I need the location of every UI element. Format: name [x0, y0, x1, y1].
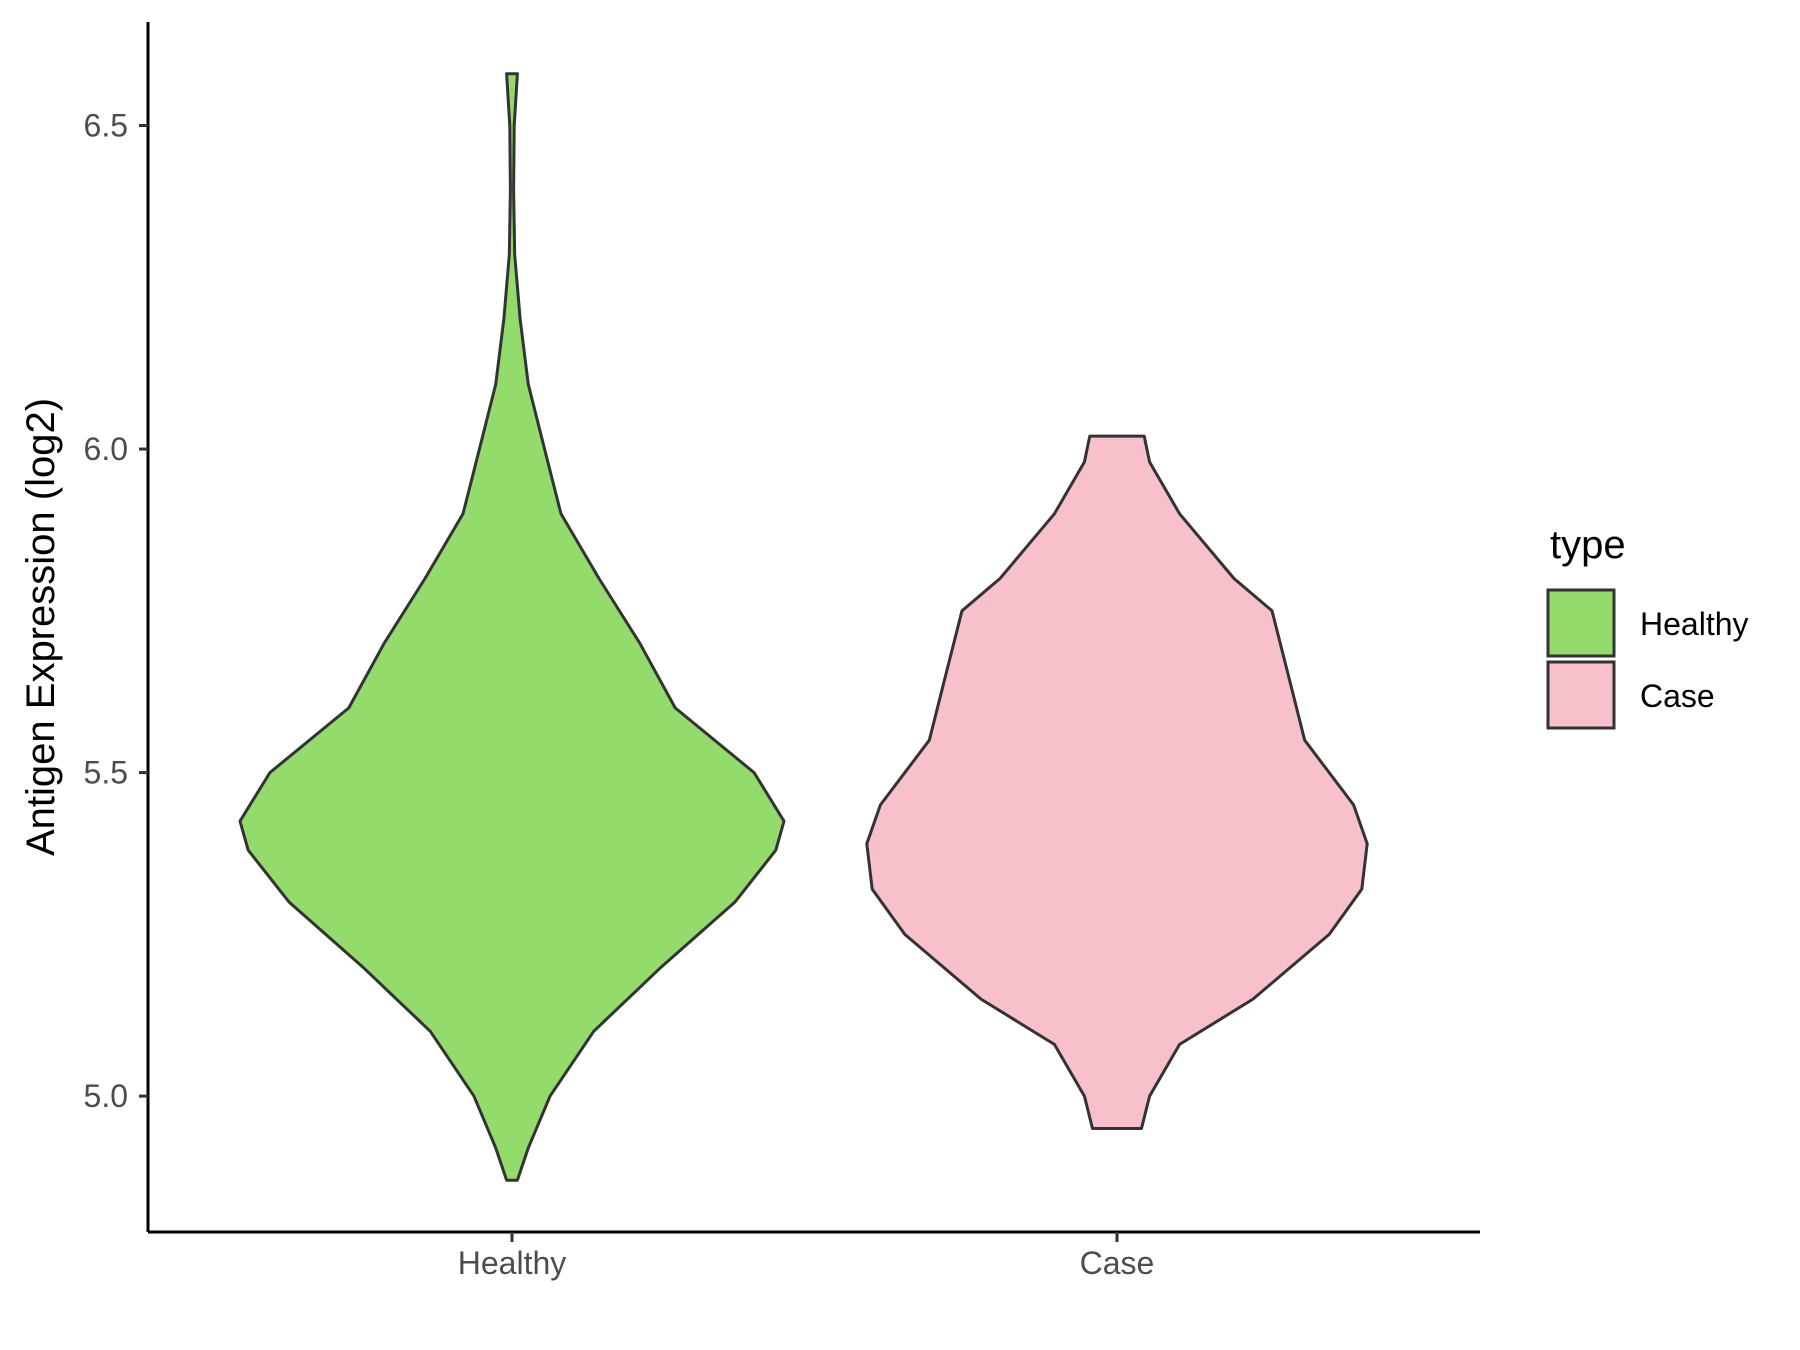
y-axis-title: Antigen Expression (log2)	[19, 398, 63, 856]
y-tick-label: 6.5	[84, 108, 128, 144]
plot-area	[238, 72, 1369, 1182]
violin-case	[865, 434, 1369, 1130]
legend-key-case	[1546, 660, 1616, 730]
legend: Healthy Case	[1546, 588, 1749, 730]
y-tick-label: 5.0	[84, 1078, 128, 1114]
x-axis-ticks: Healthy Case	[458, 1232, 1155, 1281]
y-tick-label: 6.0	[84, 431, 128, 467]
x-tick-label: Case	[1080, 1245, 1155, 1281]
legend-key-healthy	[1546, 588, 1616, 658]
legend-label-case: Case	[1640, 678, 1715, 714]
y-axis-ticks: 5.0 5.5 6.0 6.5	[84, 108, 148, 1114]
legend-label-healthy: Healthy	[1640, 606, 1749, 642]
x-tick-label: Healthy	[458, 1245, 567, 1281]
violin-healthy	[238, 72, 786, 1182]
y-tick-label: 5.5	[84, 755, 128, 791]
legend-title: type	[1550, 523, 1626, 567]
